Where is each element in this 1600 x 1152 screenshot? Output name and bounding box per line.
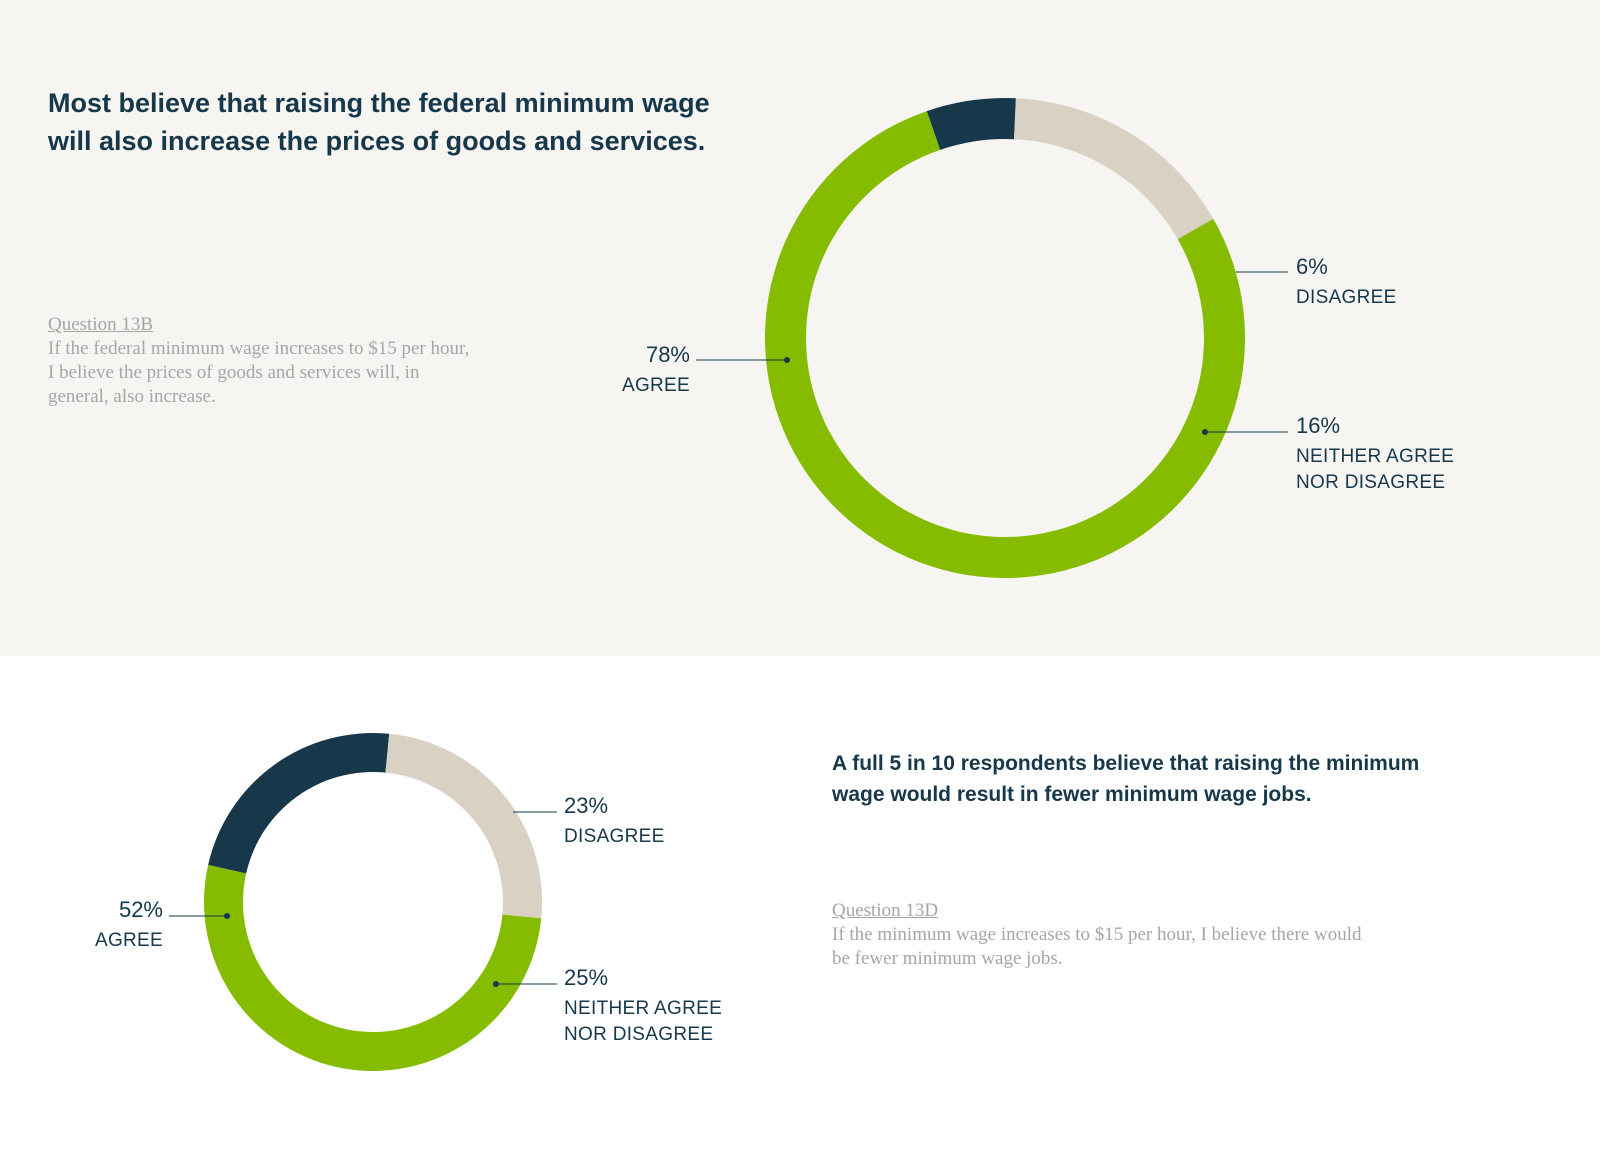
leader-dot [784, 357, 790, 363]
question-13d-label: Question 13D [832, 900, 939, 921]
slice-label-3: 16% NEITHER AGREE NOR DISAGREE [1202, 413, 1454, 493]
slice-category: NEITHER AGREE [1296, 446, 1454, 467]
question-13b-label: Question 13B [48, 314, 154, 335]
slice-category: NEITHER AGREE [564, 998, 722, 1019]
donut-slice-disagree [208, 732, 390, 874]
slice-category: DISAGREE [1296, 287, 1397, 308]
leader-dot [1202, 429, 1208, 435]
slice-percent: 23% [564, 793, 608, 818]
slice-percent: 6% [1296, 254, 1328, 279]
question-13b: Question 13B If the federal minimum wage… [48, 313, 478, 409]
slice-percent: 16% [1296, 413, 1340, 438]
bottom-panel [0, 656, 1600, 1152]
slice-percent: 25% [564, 965, 608, 990]
slice-category: AGREE [95, 930, 163, 951]
slice-label-1: 78% AGREE [622, 342, 790, 396]
slice-category: NOR DISAGREE [564, 1024, 713, 1045]
slice-percent: 52% [119, 897, 163, 922]
leader-dot [224, 913, 230, 919]
slice-category: DISAGREE [564, 826, 665, 847]
question-13b-text: If the federal minimum wage increases to… [48, 338, 470, 407]
donut-chart-2: 52% AGREE 23% DISAGREE 25% NEITHER AGREE NOR D… [95, 732, 722, 1071]
headline-1: Most believe that raising the federal mi… [48, 88, 710, 156]
donut-slice-disagree [926, 97, 1016, 150]
slice-label-2: 6% DISAGREE [1236, 254, 1397, 308]
donut-chart-1: 78% AGREE 6% DISAGREE 16% NEITHER AGREE NOR DI… [622, 97, 1454, 579]
leader-dot [493, 981, 499, 987]
question-13d: Question 13D If the minimum wage increas… [832, 899, 1362, 971]
slice-category: AGREE [622, 375, 690, 396]
slice-label-3: 25% NEITHER AGREE NOR DISAGREE [493, 965, 722, 1045]
slice-label-1: 52% AGREE [95, 897, 230, 951]
donut-slice-agree [204, 864, 542, 1071]
question-13d-text: If the minimum wage increases to $15 per… [832, 924, 1362, 969]
slice-percent: 78% [646, 342, 690, 367]
slice-category: NOR DISAGREE [1296, 472, 1445, 493]
donut-slice-neither-agree-nor-disagree [1014, 98, 1214, 240]
donut-slice-neither-agree-nor-disagree [385, 733, 542, 919]
headline-2: A full 5 in 10 respondents believe that … [832, 752, 1420, 806]
slice-label-2: 23% DISAGREE [513, 793, 665, 847]
